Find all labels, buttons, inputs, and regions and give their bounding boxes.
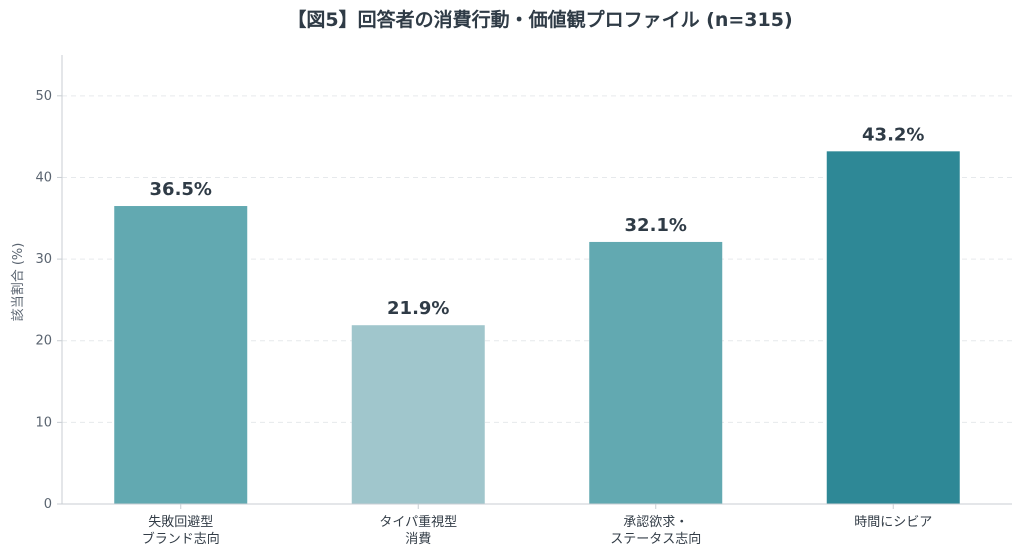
x-tick-label: 失敗回避型ブランド志向 xyxy=(142,515,220,547)
data-label: 21.9% xyxy=(387,298,449,319)
data-labels: 36.5% 21.9% 32.1% 43.2% xyxy=(150,124,925,319)
bars xyxy=(114,151,960,504)
x-tick-label: 承認欲求・ステータス志向 xyxy=(610,514,701,547)
y-tick-label: 20 xyxy=(35,334,52,349)
x-tick-label: 時間にシビア xyxy=(854,515,932,530)
data-label: 36.5% xyxy=(150,179,212,200)
x-axis-ticks: 失敗回避型ブランド志向 タイパ重視型消費 承認欲求・ステータス志向 時間にシビア xyxy=(142,504,932,547)
chart-title: 【図5】回答者の消費行動・価値観プロファイル (n=315) xyxy=(287,8,792,31)
y-axis-ticks: 0 10 20 30 40 50 xyxy=(35,89,62,512)
y-tick-label: 30 xyxy=(35,252,52,267)
bar xyxy=(351,325,485,504)
x-tick-label: タイパ重視型消費 xyxy=(379,514,457,547)
y-tick-label: 10 xyxy=(35,415,52,430)
bar xyxy=(114,206,248,504)
y-tick-label: 50 xyxy=(35,89,52,104)
y-axis-label: 該当割合 (%) xyxy=(10,243,26,322)
bar xyxy=(826,151,960,504)
bar xyxy=(589,241,723,504)
data-label: 32.1% xyxy=(625,215,687,236)
data-label: 43.2% xyxy=(862,124,924,145)
y-tick-label: 40 xyxy=(35,170,52,185)
y-tick-label: 0 xyxy=(44,497,52,512)
